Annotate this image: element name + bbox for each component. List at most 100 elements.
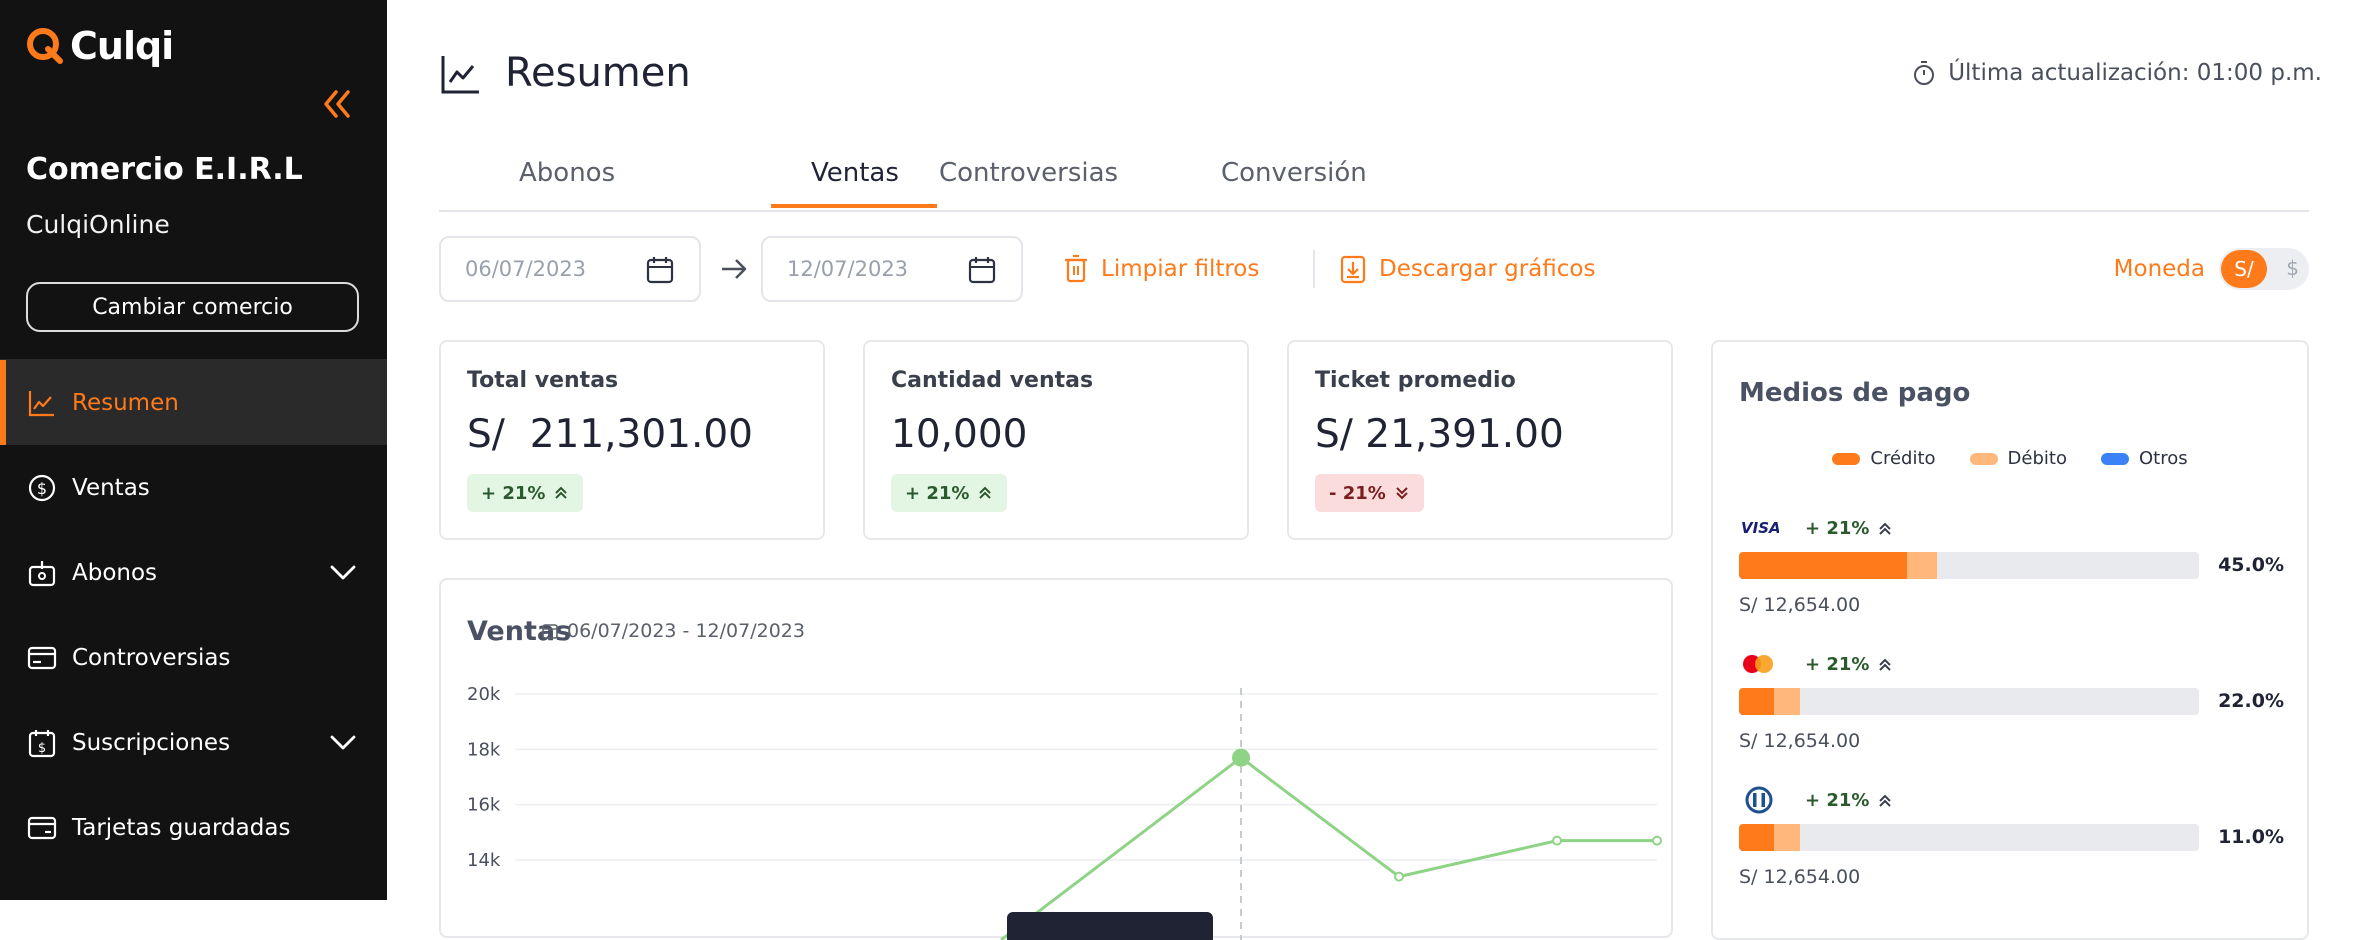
date-to-value: 12/07/2023 xyxy=(787,257,909,281)
payment-method-amount: S/ 12,654.00 xyxy=(1739,866,1861,888)
sidebar-item-abonos[interactable]: Abonos xyxy=(0,530,387,615)
kpi-title: Cantidad ventas xyxy=(891,368,1094,393)
filters-bar: 06/07/2023 12/07/2023 Limpiar filtros De… xyxy=(439,236,2309,302)
download-charts-button[interactable]: Descargar gráficos xyxy=(1339,254,1595,284)
page-title: Resumen xyxy=(505,50,691,96)
sidebar-item-label: Tarjetas guardadas xyxy=(72,814,291,841)
legend-swatch xyxy=(1832,452,1861,465)
sidebar-item-label: Controversias xyxy=(72,644,231,671)
payment-method-delta: + 21% xyxy=(1805,790,1893,811)
stopwatch-icon xyxy=(1914,61,1935,85)
calendar-icon xyxy=(542,624,558,639)
change-merchant-button[interactable]: Cambiar comercio xyxy=(26,282,359,332)
tab-abonos[interactable]: Abonos xyxy=(519,158,616,188)
currency-option-soles[interactable]: S/ xyxy=(2221,250,2267,288)
y-tick-label: 16k xyxy=(467,795,501,816)
sales-chart-card: Ventas 06/07/2023 - 12/07/2023 20k 18k 16k… xyxy=(439,578,1673,940)
legend-label: Otros xyxy=(2138,448,2188,469)
tab-conversion[interactable]: Conversión xyxy=(1221,158,1367,188)
bar-segment-credito xyxy=(1739,552,1907,579)
kpi-title: Ticket promedio xyxy=(1315,368,1516,393)
trend-badge-up: + 21% xyxy=(467,474,584,512)
payment-method-row-mastercard: + 21% 22.0% S/ 12,654.00 xyxy=(1739,650,2284,780)
badge-label: - 21% xyxy=(1329,482,1386,504)
badge-label: + 21% xyxy=(905,482,970,504)
culqi-logo-icon xyxy=(27,28,63,64)
legend-item-otros: Otros xyxy=(2100,448,2188,469)
badge-label: + 21% xyxy=(481,482,546,504)
kpi-title: Total ventas xyxy=(467,368,619,393)
payment-methods-legend: Crédito Débito Otros xyxy=(1713,448,2307,469)
legend-item-debito: Débito xyxy=(1969,448,2067,469)
clear-filters-button[interactable]: Limpiar filtros xyxy=(1063,254,1259,284)
double-chevron-up-icon xyxy=(555,486,568,499)
y-tick-label: 18k xyxy=(467,739,501,760)
culqi-logo[interactable]: Culqi xyxy=(26,24,174,68)
chevron-down-icon[interactable] xyxy=(327,556,359,588)
svg-text:$: $ xyxy=(37,479,47,498)
merchant-name: Comercio E.I.R.L xyxy=(26,152,303,187)
payment-method-percent: 22.0% xyxy=(2218,690,2284,712)
payment-method-percent: 11.0% xyxy=(2218,826,2284,848)
visa-wordmark: VISA xyxy=(1741,519,1779,537)
kpi-card-cantidad-ventas: Cantidad ventas 10,000 + 21% xyxy=(863,340,1249,540)
tooltip-box xyxy=(1007,912,1213,940)
legend-swatch xyxy=(1969,452,1998,465)
tab-controversias[interactable]: Controversias xyxy=(939,158,1119,188)
date-from-field[interactable]: 06/07/2023 xyxy=(439,236,701,302)
active-tab-indicator xyxy=(771,204,937,208)
bar-segment-credito xyxy=(1739,688,1774,715)
bar-segment-credito xyxy=(1739,824,1774,851)
double-chevron-up-icon xyxy=(1879,794,1892,807)
sidebar-item-suscripciones[interactable]: $ Suscripciones xyxy=(0,700,387,785)
currency-option-dollars[interactable]: $ xyxy=(2286,256,2299,280)
payment-method-delta: + 21% xyxy=(1805,518,1893,539)
sidebar-item-resumen[interactable]: Resumen xyxy=(0,360,387,445)
sidebar-item-label: Resumen xyxy=(72,389,179,416)
payment-methods-title: Medios de pago xyxy=(1739,378,1971,408)
date-to-field[interactable]: 12/07/2023 xyxy=(761,236,1023,302)
saved-card-icon xyxy=(26,812,58,844)
divider xyxy=(1313,250,1315,288)
date-from-value: 06/07/2023 xyxy=(465,257,587,281)
sidebar-item-controversias[interactable]: Controversias xyxy=(0,615,387,700)
sidebar-item-ventas[interactable]: $ Ventas xyxy=(0,445,387,530)
sidebar-item-label: Abonos xyxy=(72,559,158,586)
sidebar-item-tarjetas-guardadas[interactable]: Tarjetas guardadas xyxy=(0,785,387,870)
visa-logo-icon: VISA xyxy=(1741,519,1779,537)
legend-label: Crédito xyxy=(1870,448,1936,469)
payment-method-bar xyxy=(1739,688,2199,715)
currency-toggle[interactable]: S/ $ xyxy=(2219,248,2309,290)
currency-label: Moneda xyxy=(2113,256,2205,282)
collapse-sidebar-button[interactable] xyxy=(318,86,354,122)
chevron-down-icon[interactable] xyxy=(327,726,359,758)
clear-filters-label: Limpiar filtros xyxy=(1101,256,1260,282)
wallet-icon xyxy=(26,557,58,589)
double-chevron-up-icon xyxy=(979,486,992,499)
double-chevron-up-icon xyxy=(1879,522,1892,535)
payment-method-amount: S/ 12,654.00 xyxy=(1739,594,1861,616)
data-point xyxy=(1552,835,1562,846)
chart-line-icon xyxy=(441,56,479,94)
payment-method-delta: + 21% xyxy=(1805,654,1893,675)
calendar-icon[interactable] xyxy=(645,255,675,285)
arrow-right-icon xyxy=(722,259,747,279)
legend-label: Débito xyxy=(2007,448,2067,469)
chart-date-range: 06/07/2023 - 12/07/2023 xyxy=(541,620,805,642)
kpi-value: 10,000 xyxy=(891,412,1028,457)
merchant-channel: CulqiOnline xyxy=(26,210,170,239)
last-update-text: Última actualización: 01:00 p.m. xyxy=(1948,60,2322,86)
main-content: Resumen Última actualización: 01:00 p.m.… xyxy=(387,0,2360,940)
chart-title: Ventas xyxy=(467,616,572,647)
data-point xyxy=(1394,871,1404,882)
double-chevron-down-icon xyxy=(1396,487,1408,500)
sales-line-chart[interactable]: 20k 18k 16k 14k xyxy=(441,580,1671,940)
delta-label: + 21% xyxy=(1805,654,1870,675)
tab-ventas[interactable]: Ventas xyxy=(811,158,899,188)
sidebar-item-label: Ventas xyxy=(72,474,150,501)
calendar-icon[interactable] xyxy=(967,255,997,285)
bar-segment-debito xyxy=(1773,688,1801,715)
kpi-card-ticket-promedio: Ticket promedio S/ 21,391.00 - 21% xyxy=(1287,340,1673,540)
payment-method-bar xyxy=(1739,552,2199,579)
delta-label: + 21% xyxy=(1805,790,1870,811)
